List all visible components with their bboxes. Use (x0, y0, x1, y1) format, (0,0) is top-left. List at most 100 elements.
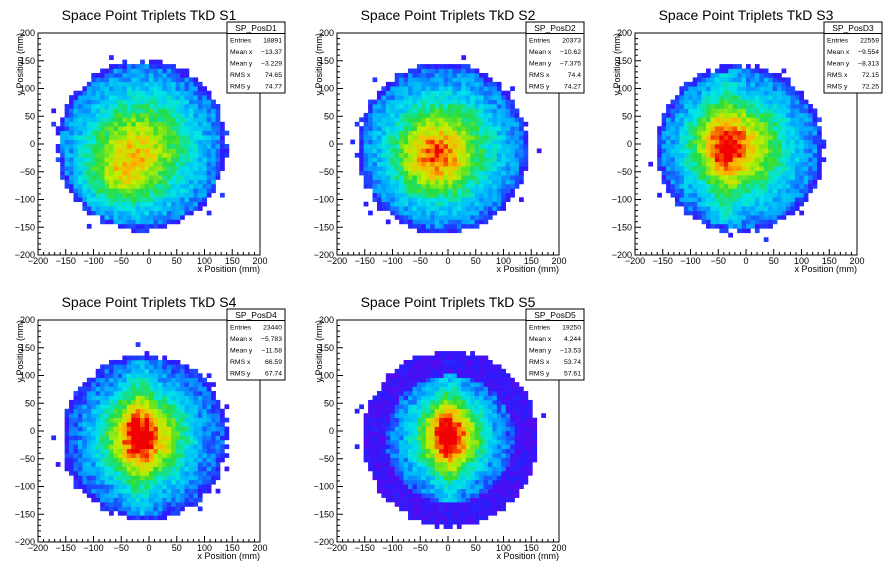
heatmap-bin (439, 201, 444, 207)
heatmap-bin (153, 86, 159, 92)
heatmap-bin (100, 86, 105, 92)
heatmap-bin (206, 144, 212, 149)
heatmap-bin (109, 166, 114, 171)
heatmap-bin (812, 108, 818, 114)
heatmap-bin (82, 431, 88, 436)
heatmap-bin (430, 166, 435, 171)
heatmap-bin (131, 417, 136, 423)
heatmap-bin (135, 470, 141, 476)
heatmap-bin (496, 117, 502, 123)
heatmap-bin (381, 108, 387, 114)
heatmap-bin (91, 117, 97, 123)
heatmap-bin (171, 183, 176, 189)
heatmap-bin (157, 488, 163, 494)
heatmap-bin (131, 484, 136, 490)
stats-label: Mean x (827, 49, 850, 56)
heatmap-bin (505, 197, 511, 203)
heatmap-bin (193, 139, 199, 145)
heatmap-bin (777, 206, 782, 211)
heatmap-bin (122, 417, 128, 423)
heatmap-bin (750, 135, 756, 140)
heatmap-bin (421, 104, 427, 109)
heatmap-bin (363, 139, 369, 145)
heatmap-bin (679, 99, 685, 105)
heatmap-bin (140, 502, 145, 507)
heatmap-bin (808, 166, 813, 171)
heatmap-bin (439, 68, 444, 74)
heatmap-bin (211, 170, 216, 176)
heatmap-bin (162, 157, 168, 163)
heatmap-bin (514, 130, 520, 136)
heatmap-bin (171, 386, 176, 392)
heatmap-bin (224, 404, 230, 410)
heatmap-bin (443, 215, 449, 220)
heatmap-bin (719, 99, 725, 105)
heatmap-bin (456, 157, 462, 163)
heatmap-bin (166, 391, 172, 396)
heatmap-bin (719, 117, 725, 123)
heatmap-bin (768, 139, 773, 145)
y-tick-label: 100 (319, 84, 334, 94)
heatmap-bin (135, 453, 141, 458)
heatmap-bin (434, 192, 440, 198)
heatmap-bin (149, 81, 154, 87)
heatmap-bin (60, 157, 65, 163)
heatmap-bin (193, 90, 199, 96)
heatmap-bin (697, 81, 702, 87)
heatmap-bin (768, 197, 773, 203)
heatmap-bin (381, 121, 387, 127)
heatmap-bin (359, 170, 364, 176)
heatmap-bin (188, 399, 194, 405)
heatmap-bin (171, 179, 176, 185)
heatmap-bin (399, 192, 404, 198)
heatmap-bin (64, 139, 70, 145)
heatmap-bin (206, 130, 212, 136)
heatmap-bin (421, 99, 427, 105)
heatmap-bin (140, 497, 145, 503)
heatmap-bin (149, 90, 154, 96)
heatmap-bin (487, 170, 493, 176)
heatmap-bin (73, 417, 79, 423)
heatmap-bin (149, 192, 154, 198)
heatmap-bin (416, 64, 422, 69)
heatmap-bin (184, 431, 190, 436)
heatmap-bin (487, 179, 493, 185)
heatmap-bin (777, 192, 782, 198)
heatmap-bin (448, 64, 453, 69)
heatmap-bin (501, 117, 507, 123)
heatmap-bin (144, 457, 150, 463)
heatmap-bin (82, 448, 88, 454)
heatmap-bin (510, 135, 515, 140)
heatmap-bin (692, 130, 698, 136)
heatmap-bin (162, 99, 168, 105)
heatmap-bin (86, 408, 92, 414)
heatmap-bin (710, 166, 716, 171)
y-tick-label: 0 (329, 139, 334, 149)
heatmap-bin (197, 448, 203, 454)
heatmap-bin (785, 112, 791, 118)
heatmap-bin (149, 382, 154, 387)
heatmap-bin (763, 90, 769, 96)
heatmap-bin (113, 201, 119, 207)
heatmap-bin (759, 90, 765, 96)
heatmap-bin (193, 373, 199, 379)
heatmap-bin (483, 215, 489, 220)
heatmap-bin (714, 108, 720, 114)
heatmap-bin (180, 364, 185, 370)
heatmap-bin (117, 170, 123, 176)
heatmap-bin (60, 126, 65, 131)
heatmap-bin (193, 413, 199, 418)
heatmap-bin (750, 126, 756, 131)
heatmap-bin (69, 457, 74, 463)
heatmap-bin (688, 90, 694, 96)
heatmap-bin (188, 108, 194, 114)
heatmap-bin (122, 386, 128, 392)
heatmap-bin (140, 104, 145, 109)
heatmap-bin (64, 144, 70, 149)
heatmap-bin (461, 144, 467, 149)
heatmap-bin (425, 126, 431, 131)
heatmap-bin (153, 166, 159, 171)
heatmap-bin (202, 404, 208, 410)
y-tick-label: 200 (20, 28, 35, 38)
heatmap-bin (372, 126, 378, 131)
